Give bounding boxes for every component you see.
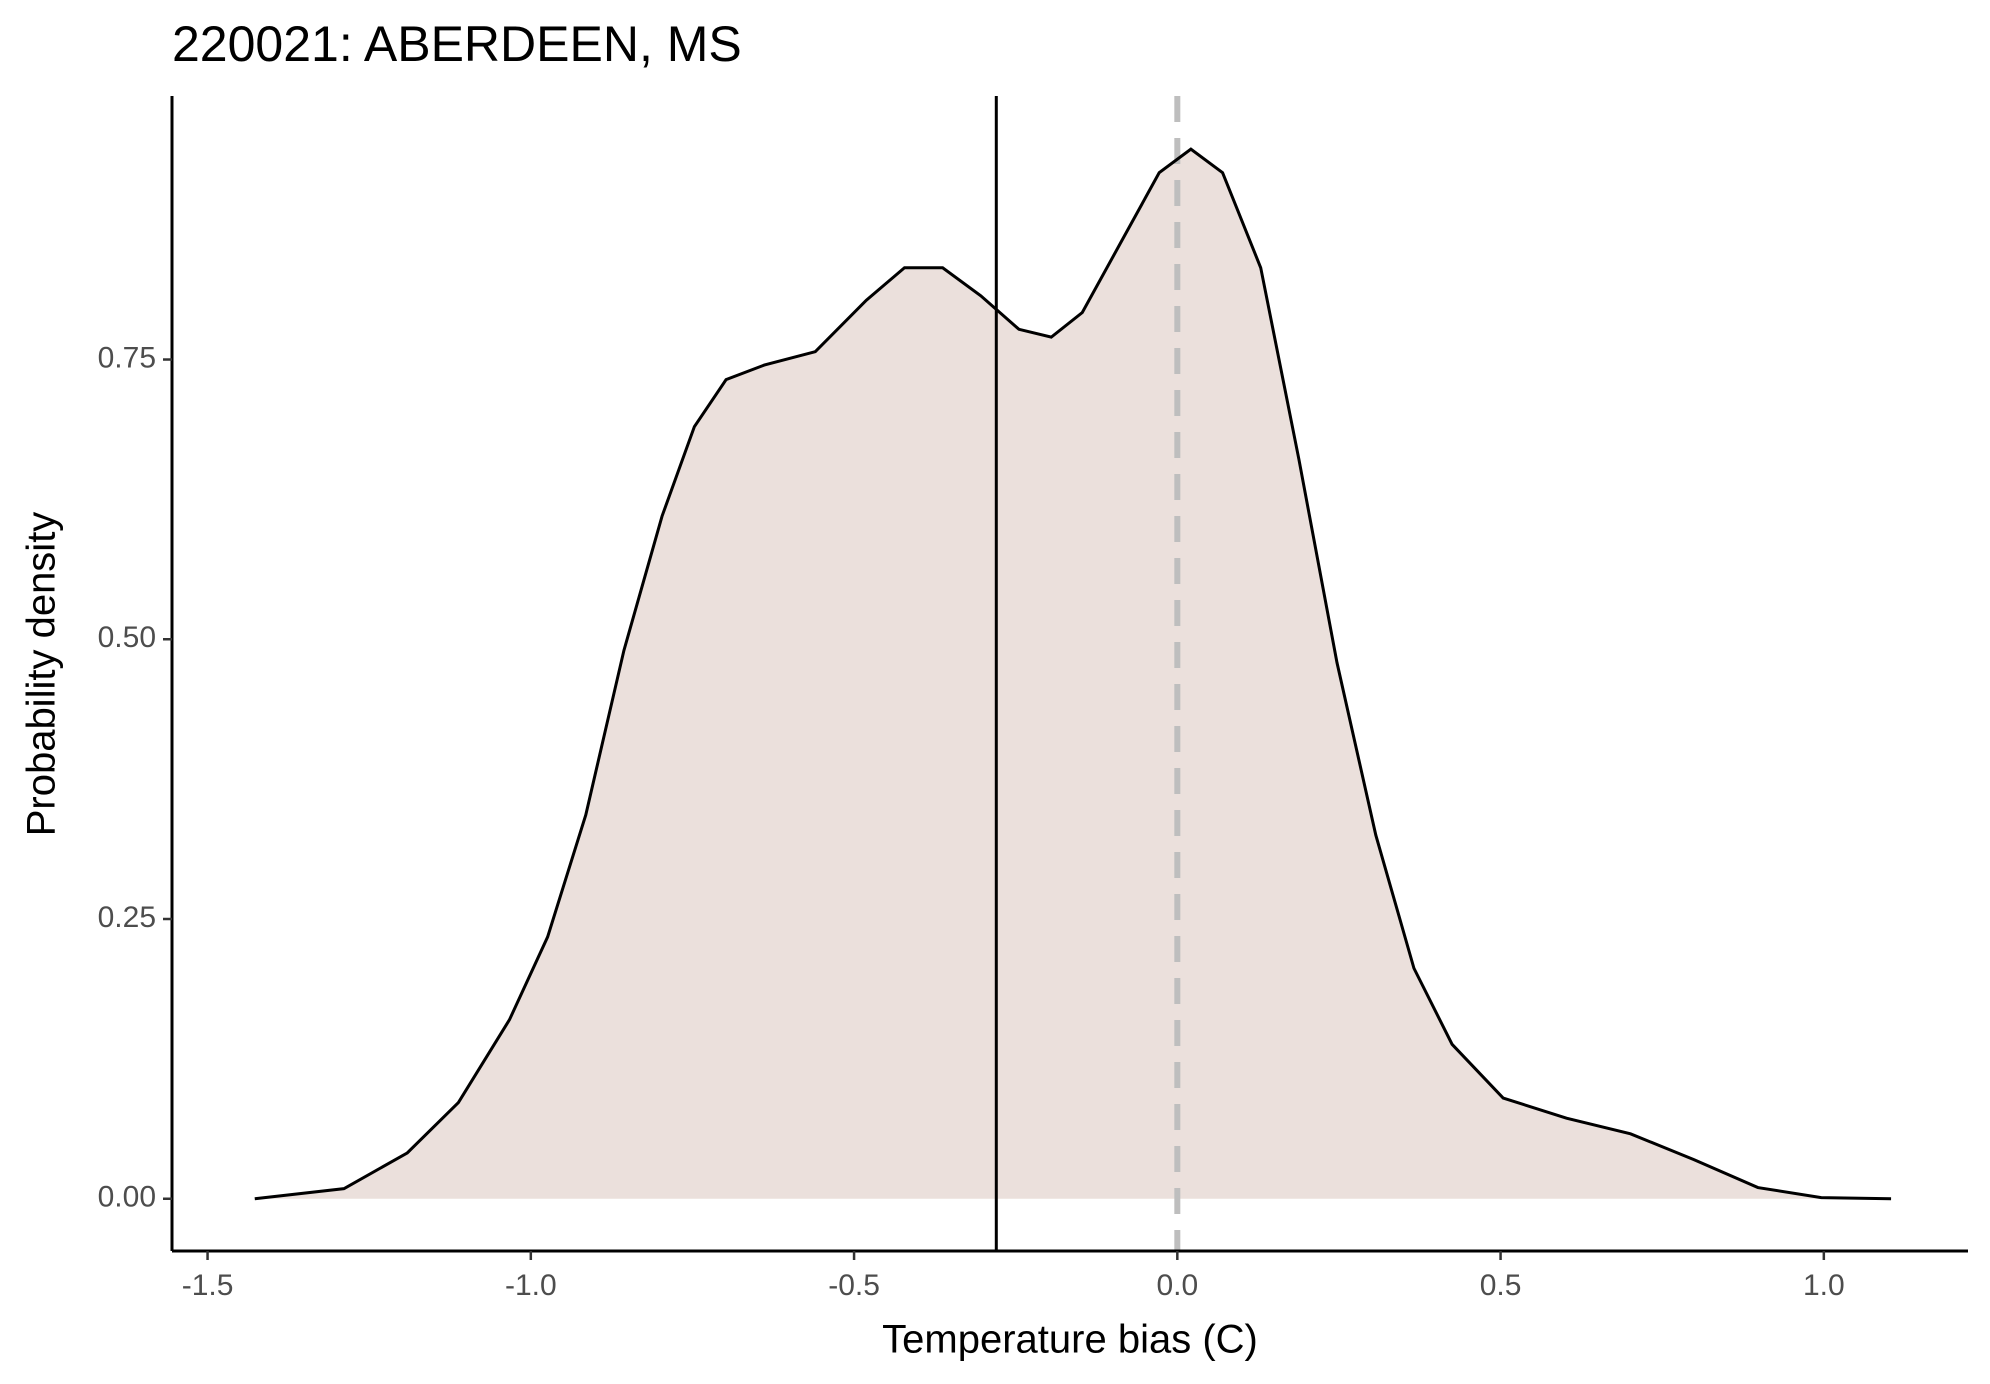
x-axis-title: Temperature bias (C): [882, 1318, 1258, 1362]
y-axis-title: Probability density: [20, 512, 64, 837]
x-tick-label: 1.0: [1803, 1269, 1845, 1302]
y-tick-label: 0.75: [98, 341, 156, 374]
x-tick-label: 0.0: [1156, 1269, 1198, 1302]
x-tick-label: -0.5: [828, 1269, 880, 1302]
chart-title: 220021: ABERDEEN, MS: [172, 16, 742, 72]
y-tick-label: 0.00: [98, 1181, 156, 1214]
x-tick-label: -1.0: [505, 1269, 557, 1302]
density-line: [254, 147, 1892, 1201]
x-tick-label: 0.5: [1480, 1269, 1522, 1302]
y-tick-label: 0.50: [98, 621, 156, 654]
y-tick-label: 0.25: [98, 901, 156, 934]
density-area: [254, 149, 1892, 1199]
x-tick-label: -1.5: [182, 1269, 234, 1302]
